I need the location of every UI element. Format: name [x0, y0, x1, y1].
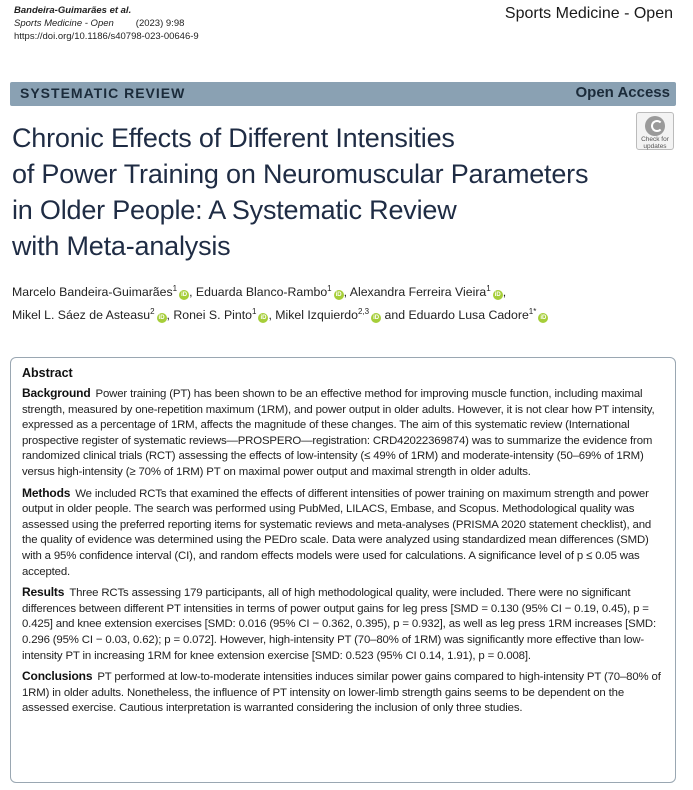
author-affiliation: 2 — [150, 307, 155, 317]
title-line: with Meta-analysis — [12, 231, 231, 261]
author-link[interactable]: Alexandra Ferreira Vieira — [349, 285, 487, 300]
orcid-icon[interactable]: iD — [179, 290, 190, 301]
abstract-box: Abstract Background Power training (PT) h… — [10, 357, 676, 783]
author-link[interactable]: Mikel L. Sáez de Asteasu — [12, 308, 151, 323]
author-affiliation: 1 — [172, 284, 178, 293]
abstract-methods: Methods We included RCTs that examined th… — [22, 486, 664, 581]
author-link[interactable]: Eduarda Blanco-Rambo — [195, 285, 328, 300]
title-line: in Older People: A Systematic Review — [12, 195, 457, 225]
article-type-banner: SYSTEMATIC REVIEW Open Access — [10, 82, 676, 106]
check-updates-icon — [645, 116, 665, 136]
article-type: SYSTEMATIC REVIEW — [20, 85, 186, 101]
title-line: of Power Training on Neuromuscular Param… — [12, 159, 589, 189]
journal-name: Sports Medicine - Open — [504, 5, 673, 22]
orcid-icon[interactable]: iD — [258, 313, 269, 324]
article-title: Chronic Effects of Different Intensities… — [12, 120, 692, 264]
check-for-updates-button[interactable]: Check for updates — [636, 112, 674, 150]
abstract-heading: Abstract — [22, 366, 73, 380]
author-affiliation: 1 — [327, 284, 332, 293]
open-access-label: Open Access — [575, 84, 671, 101]
section-text: We included RCTs that examined the effec… — [22, 487, 652, 578]
abstract-background: Background Power training (PT) has been s… — [22, 386, 664, 481]
abstract-results: Results Three RCTs assessing 179 particip… — [22, 585, 664, 664]
author-link[interactable]: Ronei S. Pinto — [173, 308, 252, 323]
orcid-icon[interactable]: iD — [492, 290, 503, 301]
author-separator: , — [166, 308, 174, 323]
section-head: Methods — [22, 485, 71, 500]
section-text: Three RCTs assessing 179 participants, a… — [22, 587, 657, 662]
citation-year-volume: (2023) 9:98 — [135, 18, 185, 29]
section-text: PT performed at low-to-moderate intensit… — [22, 671, 661, 715]
check-updates-label-2: updates — [643, 143, 667, 150]
author-link[interactable]: Eduardo Lusa Cadore — [408, 308, 529, 323]
title-line: Chronic Effects of Different Intensities — [12, 123, 455, 153]
citation-authors: Bandeira-Guimarães et al. — [14, 5, 132, 16]
author-separator: , — [502, 285, 507, 300]
section-head: Conclusions — [22, 669, 93, 684]
author-separator: , — [268, 308, 276, 323]
orcid-icon[interactable]: iD — [538, 313, 549, 324]
abstract-conclusions: Conclusions PT performed at low-to-modera… — [22, 669, 664, 717]
section-head: Background — [22, 386, 91, 400]
author-separator: and — [381, 308, 409, 323]
orcid-icon[interactable]: iD — [333, 290, 344, 301]
author-affiliation: 1 — [486, 284, 491, 293]
author-affiliation: 2,3 — [357, 307, 370, 317]
author-list: Marcelo Bandeira-Guimarães1iD, Eduarda B… — [12, 279, 682, 325]
check-updates-label-1: Check for — [641, 136, 669, 143]
author-separator: , — [343, 285, 350, 300]
citation-block: Bandeira-Guimarães et al. Sports Medicin… — [14, 4, 199, 43]
author-affiliation: 1* — [528, 307, 537, 317]
section-head: Results — [22, 585, 65, 600]
author-link[interactable]: Marcelo Bandeira-Guimarães — [12, 285, 173, 300]
citation-journal: Sports Medicine - Open — [14, 18, 114, 29]
author-affiliation: 1 — [251, 307, 257, 317]
citation-doi-link[interactable]: https://doi.org/10.1186/s40798-023-00646… — [14, 31, 199, 42]
author-separator: , — [189, 285, 196, 300]
section-text: Power training (PT) has been shown to be… — [22, 388, 655, 478]
orcid-icon[interactable]: iD — [371, 313, 382, 324]
author-link[interactable]: Mikel Izquierdo — [275, 308, 358, 323]
orcid-icon[interactable]: iD — [156, 313, 167, 324]
